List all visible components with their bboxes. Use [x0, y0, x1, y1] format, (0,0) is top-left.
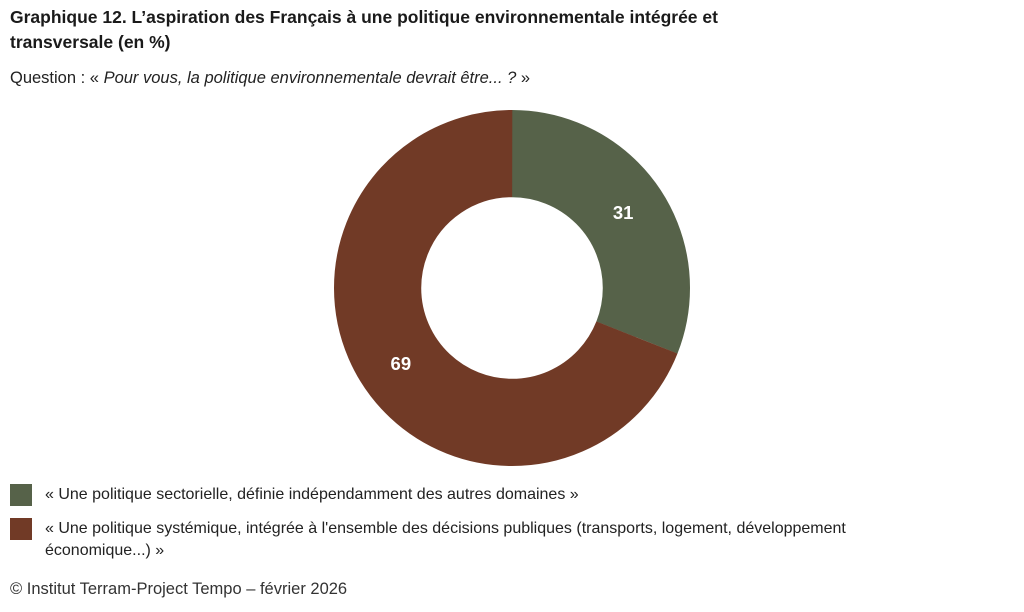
legend-item-0: « Une politique sectorielle, définie ind…	[10, 484, 1010, 506]
copyright-text: © Institut Terram-Project Tempo – févrie…	[10, 580, 348, 598]
question-line: Question : « Pour vous, la politique env…	[10, 67, 530, 89]
donut-chart: 31 69	[322, 98, 702, 478]
legend: « Une politique sectorielle, définie ind…	[10, 484, 1010, 562]
legend-item-1: « Une politique systémique, intégrée à l…	[10, 518, 1010, 562]
legend-label-0: « Une politique sectorielle, définie ind…	[45, 486, 579, 503]
legend-swatch-1	[10, 518, 32, 540]
legend-swatch-0	[10, 484, 32, 506]
slice-value-label-0: 31	[613, 202, 634, 223]
question-suffix: »	[516, 69, 531, 87]
donut-chart-svg: 31 69	[334, 110, 690, 466]
question-italic-text: Pour vous, la politique environnementale…	[103, 69, 517, 87]
chart-title: Graphique 12. L’aspiration des Français …	[10, 7, 718, 52]
legend-label-1: « Une politique systémique, intégrée à l…	[45, 520, 846, 559]
question-prefix: Question : «	[10, 69, 104, 87]
slice-value-label-1: 69	[391, 353, 412, 374]
donut-slice-1	[334, 110, 690, 466]
